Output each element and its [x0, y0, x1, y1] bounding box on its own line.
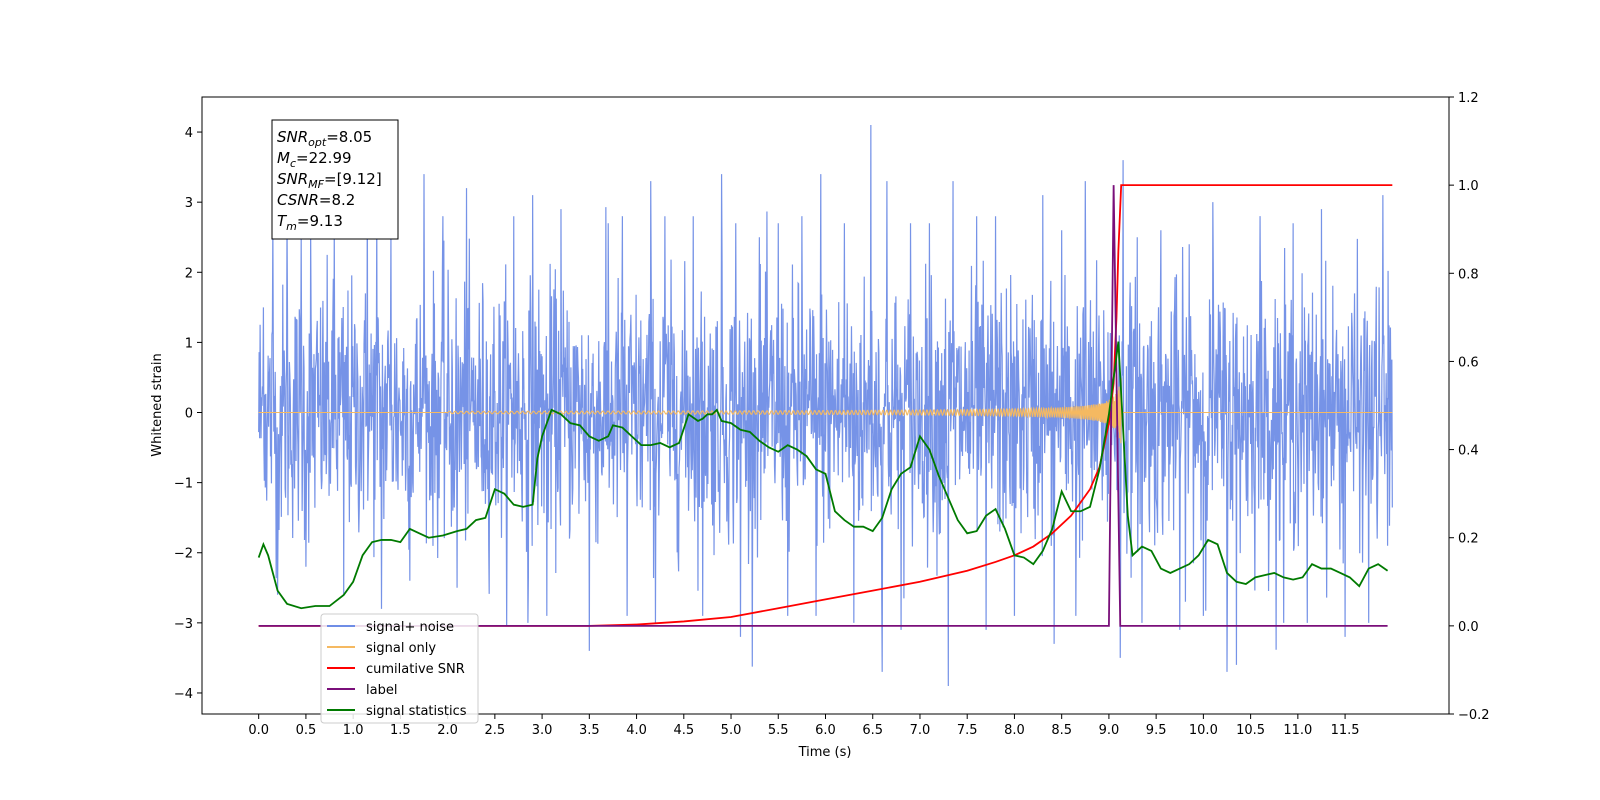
series-layer — [257, 125, 1393, 686]
x-tick-label: 4.0 — [626, 723, 647, 738]
y-axis-left: −4 −3 −2 −1 0 1 2 3 4 — [174, 126, 202, 702]
legend-label: signal statistics — [366, 704, 467, 719]
legend-label: label — [366, 683, 397, 698]
y2-tick-label: 0.0 — [1458, 620, 1479, 635]
x-axis-label: Time (s) — [798, 745, 852, 760]
legend-label: signal only — [366, 641, 436, 656]
y2-tick-label: 0.8 — [1458, 267, 1479, 282]
info-line: SNRMF=[9.12] — [277, 170, 382, 191]
x-tick-label: 6.0 — [815, 723, 836, 738]
series-label — [258, 185, 1388, 627]
info-line: Mc=22.99 — [277, 149, 352, 170]
legend-label: cumilative SNR — [366, 662, 465, 677]
info-line: Tm=9.13 — [277, 212, 343, 233]
y-tick-label: −1 — [174, 477, 193, 492]
x-tick-label: 9.0 — [1099, 723, 1120, 738]
y2-tick-label: −0.2 — [1458, 708, 1490, 723]
y-tick-label: −3 — [174, 617, 193, 632]
x-tick-label: 0.0 — [248, 723, 269, 738]
x-tick-label: 7.0 — [910, 723, 931, 738]
x-tick-label: 7.5 — [957, 723, 978, 738]
x-tick-label: 8.0 — [1004, 723, 1025, 738]
y-tick-label: 2 — [185, 266, 193, 281]
x-tick-label: 4.5 — [673, 723, 694, 738]
x-tick-label: 5.5 — [768, 723, 789, 738]
info-line: CSNR=8.2 — [277, 191, 355, 209]
series-signal-only — [258, 378, 1393, 444]
x-tick-label: 2.5 — [485, 723, 506, 738]
x-tick-label: 11.5 — [1331, 723, 1360, 738]
legend: signal+ noise signal only cumilative SNR la… — [320, 613, 479, 724]
y-tick-label: −2 — [174, 547, 193, 562]
x-tick-label: 11.0 — [1283, 723, 1312, 738]
x-tick-label: 5.0 — [721, 723, 742, 738]
y2-tick-label: 1.0 — [1458, 179, 1479, 194]
y2-tick-label: 0.6 — [1458, 355, 1479, 370]
y-tick-label: 3 — [185, 196, 193, 211]
y-axis-right: −0.2 0.0 0.2 0.4 0.6 0.8 1.0 1.2 — [1449, 91, 1490, 723]
legend-box — [320, 613, 479, 724]
x-tick-label: 2.0 — [437, 723, 458, 738]
series-signal-noise — [258, 125, 1393, 686]
y-tick-label: 4 — [185, 126, 193, 141]
x-tick-label: 8.5 — [1051, 723, 1072, 738]
x-tick-label: 3.0 — [532, 723, 553, 738]
y-tick-label: 0 — [185, 407, 193, 422]
y2-tick-label: 0.2 — [1458, 532, 1479, 547]
x-tick-label: 1.0 — [343, 723, 364, 738]
x-tick-label: 10.5 — [1236, 723, 1265, 738]
y-tick-label: −4 — [174, 687, 193, 702]
x-axis: 0.0 0.5 1.0 1.5 2.0 2.5 3.0 3.5 4.0 4.5 5.0 5.5 6.0 6… — [248, 714, 1360, 738]
y2-tick-label: 1.2 — [1458, 91, 1479, 106]
x-tick-label: 9.5 — [1146, 723, 1167, 738]
x-tick-label: 3.5 — [579, 723, 600, 738]
legend-label: signal+ noise — [366, 620, 454, 635]
x-tick-label: 6.5 — [862, 723, 883, 738]
series-signal-statistics — [257, 341, 1389, 610]
y2-tick-label: 0.4 — [1458, 444, 1479, 459]
x-tick-label: 0.5 — [296, 723, 317, 738]
x-tick-label: 10.0 — [1189, 723, 1218, 738]
y-tick-label: 1 — [185, 336, 193, 351]
info-line: SNRopt=8.05 — [277, 128, 372, 149]
y-axis-label: Whitened strain — [150, 353, 165, 456]
x-tick-label: 1.5 — [390, 723, 411, 738]
